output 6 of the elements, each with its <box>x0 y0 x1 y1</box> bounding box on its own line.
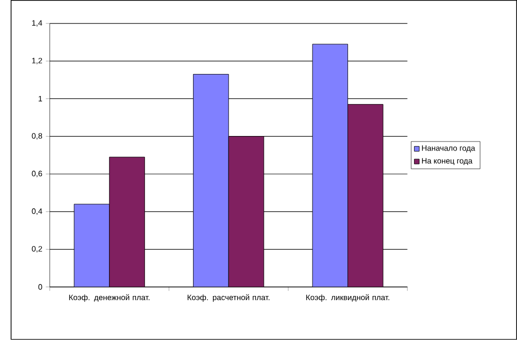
bar <box>312 44 348 288</box>
bar <box>193 74 229 288</box>
bar <box>348 104 384 288</box>
bar <box>109 156 145 288</box>
bar <box>228 136 264 288</box>
bar <box>74 204 110 288</box>
